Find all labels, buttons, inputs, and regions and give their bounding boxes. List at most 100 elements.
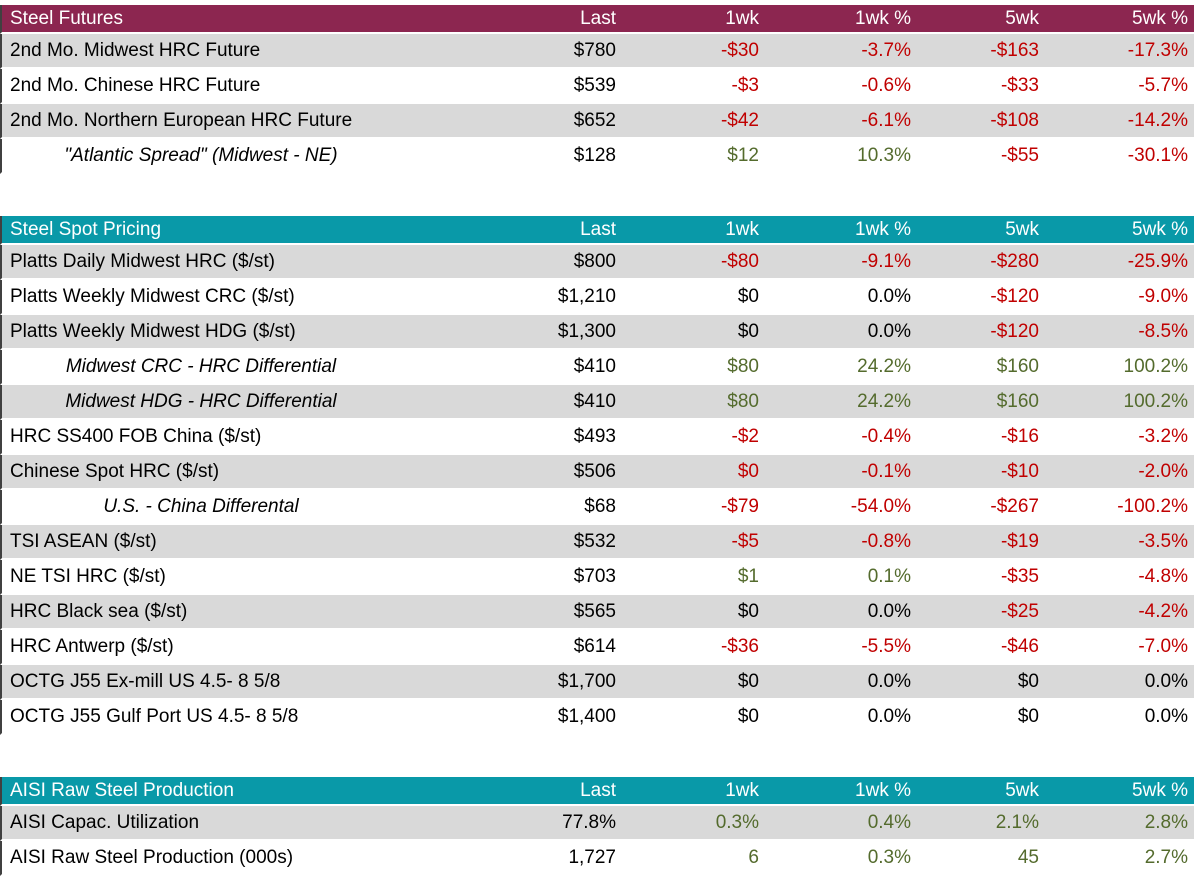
- value-cell: 24.2%: [857, 356, 911, 377]
- row-label: OCTG J55 Ex-mill US 4.5- 8 5/8: [10, 671, 281, 692]
- value-cell: -$42: [720, 110, 759, 131]
- value-cell: 0.0%: [867, 321, 911, 342]
- value-cell: 100.2%: [1123, 391, 1188, 412]
- value-cell: -$280: [990, 251, 1039, 272]
- table-row: AISI Raw Steel Production (000s) 1,727 6 0.…: [0, 841, 1194, 876]
- value-cell: -0.8%: [861, 531, 911, 552]
- row-label: HRC Black sea ($/st): [10, 601, 188, 622]
- row-label: AISI Capac. Utilization: [10, 812, 200, 833]
- table-row: OCTG J55 Ex-mill US 4.5- 8 5/8 $1,700 $0 0.…: [0, 665, 1194, 700]
- value-cell: -$25: [1000, 601, 1039, 622]
- table-row: "Atlantic Spread" (Midwest - NE) $128 $12 1…: [0, 139, 1194, 174]
- value-cell: -$108: [990, 110, 1039, 131]
- value-cell: $0: [737, 671, 759, 692]
- value-cell: -30.1%: [1127, 145, 1188, 166]
- value-cell: -9.0%: [1138, 286, 1188, 307]
- row-label: HRC Antwerp ($/st): [10, 636, 174, 657]
- section-header-row: Steel Futures Last 1wk 1wk % 5wk 5wk %: [0, 5, 1194, 34]
- section-steel-spot-pricing: Steel Spot Pricing Last 1wk 1wk % 5wk 5wk % Pl…: [0, 216, 1194, 735]
- table-row: AISI Capac. Utilization 77.8% 0.3% 0.4% 2.1%…: [0, 806, 1194, 841]
- value-cell: -54.0%: [850, 496, 911, 517]
- column-header-5wk: 5wk: [1005, 8, 1039, 29]
- value-cell: $160: [996, 391, 1039, 412]
- row-label: HRC SS400 FOB China ($/st): [10, 426, 262, 447]
- value-cell: $800: [573, 251, 616, 272]
- value-cell: $410: [573, 391, 616, 412]
- table-row: 2nd Mo. Northern European HRC Future $652…: [0, 104, 1194, 139]
- value-cell: 2.8%: [1144, 812, 1188, 833]
- row-label: "Atlantic Spread" (Midwest - NE): [64, 145, 338, 166]
- section-header-row: Steel Spot Pricing Last 1wk 1wk % 5wk 5wk %: [0, 216, 1194, 245]
- section-title: Steel Spot Pricing: [10, 219, 162, 240]
- column-header-5wk: 5wk %: [1132, 219, 1188, 240]
- value-cell: $0: [1017, 706, 1039, 727]
- value-cell: $0: [737, 461, 759, 482]
- column-header-5wk: 5wk: [1005, 780, 1039, 801]
- value-cell: -$80: [720, 251, 759, 272]
- table-row: HRC Black sea ($/st) $565 $0 0.0% -$25 -4.2%: [0, 595, 1194, 630]
- column-header-5wk: 5wk: [1005, 219, 1039, 240]
- value-cell: -$35: [1000, 566, 1039, 587]
- value-cell: $1,700: [557, 671, 616, 692]
- section-steel-futures: Steel Futures Last 1wk 1wk % 5wk 5wk % 2nd Mo.…: [0, 5, 1194, 174]
- table-row: 2nd Mo. Chinese HRC Future $539 -$3 -0.6% -$…: [0, 69, 1194, 104]
- value-cell: -3.7%: [861, 40, 911, 61]
- table-row: NE TSI HRC ($/st) $703 $1 0.1% -$35 -4.8%: [0, 560, 1194, 595]
- row-label: Platts Weekly Midwest HDG ($/st): [10, 321, 296, 342]
- value-cell: 0.4%: [867, 812, 911, 833]
- sections-container: Steel Futures Last 1wk 1wk % 5wk 5wk % 2nd Mo.…: [0, 5, 1194, 876]
- value-cell: $0: [737, 321, 759, 342]
- value-cell: 0.0%: [867, 706, 911, 727]
- row-label: NE TSI HRC ($/st): [10, 566, 166, 587]
- value-cell: $160: [996, 356, 1039, 377]
- value-cell: -$55: [1000, 145, 1039, 166]
- value-cell: 6: [748, 847, 759, 868]
- value-cell: $0: [1017, 671, 1039, 692]
- section-aisi-raw-steel-production: AISI Raw Steel Production Last 1wk 1wk % 5wk…: [0, 777, 1194, 876]
- table-row: U.S. - China Differental $68 -$79 -54.0% -$2…: [0, 490, 1194, 525]
- value-cell: -6.1%: [861, 110, 911, 131]
- table-row: 2nd Mo. Midwest HRC Future $780 -$30 -3.7% -…: [0, 34, 1194, 69]
- value-cell: -0.1%: [861, 461, 911, 482]
- column-header-1wk: 1wk: [725, 8, 759, 29]
- row-label: Midwest HDG - HRC Differential: [65, 391, 337, 412]
- value-cell: -$3: [731, 75, 759, 96]
- value-cell: $128: [573, 145, 616, 166]
- value-cell: 0.3%: [715, 812, 759, 833]
- value-cell: $565: [573, 601, 616, 622]
- row-label: Platts Daily Midwest HRC ($/st): [10, 251, 275, 272]
- value-cell: -0.6%: [861, 75, 911, 96]
- value-cell: -$10: [1000, 461, 1039, 482]
- value-cell: 45: [1017, 847, 1039, 868]
- value-cell: -$163: [990, 40, 1039, 61]
- value-cell: -14.2%: [1127, 110, 1188, 131]
- value-cell: -$46: [1000, 636, 1039, 657]
- value-cell: 0.3%: [867, 847, 911, 868]
- value-cell: -4.2%: [1138, 601, 1188, 622]
- value-cell: $614: [573, 636, 616, 657]
- value-cell: $68: [584, 496, 616, 517]
- column-header-5wk: 5wk %: [1132, 780, 1188, 801]
- row-label: 2nd Mo. Chinese HRC Future: [10, 75, 261, 96]
- value-cell: -$2: [731, 426, 759, 447]
- value-cell: 0.0%: [867, 286, 911, 307]
- value-cell: $1,400: [557, 706, 616, 727]
- steel-pricing-sheet: Steel Futures Last 1wk 1wk % 5wk 5wk % 2nd Mo.…: [0, 5, 1194, 876]
- value-cell: 1,727: [568, 847, 616, 868]
- value-cell: -$5: [731, 531, 759, 552]
- value-cell: 0.1%: [867, 566, 911, 587]
- value-cell: 24.2%: [857, 391, 911, 412]
- table-row: HRC SS400 FOB China ($/st) $493 -$2 -0.4% -$…: [0, 420, 1194, 455]
- value-cell: -5.7%: [1138, 75, 1188, 96]
- row-label: TSI ASEAN ($/st): [10, 531, 157, 552]
- column-header-1wk: 1wk: [725, 780, 759, 801]
- column-header-1wk: 1wk: [725, 219, 759, 240]
- value-cell: 0.0%: [1144, 706, 1188, 727]
- section-title: AISI Raw Steel Production: [10, 780, 234, 801]
- column-header-last: Last: [580, 8, 616, 29]
- value-cell: $703: [573, 566, 616, 587]
- value-cell: $539: [573, 75, 616, 96]
- value-cell: $0: [737, 601, 759, 622]
- section-header-row: AISI Raw Steel Production Last 1wk 1wk % 5wk…: [0, 777, 1194, 806]
- row-label: Midwest CRC - HRC Differential: [65, 356, 337, 377]
